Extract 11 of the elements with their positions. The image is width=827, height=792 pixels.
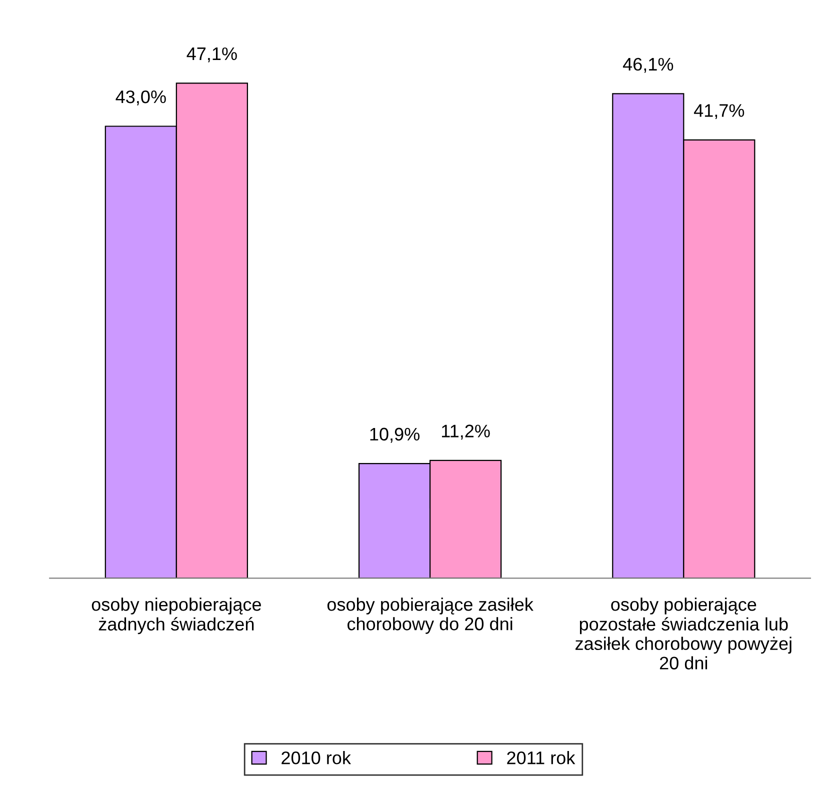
data-label: 10,9% xyxy=(370,428,420,443)
x-tick-label: osoby niepobierające żadnych świadczeń xyxy=(92,598,261,634)
legend-label: 2011 rok xyxy=(507,751,576,764)
data-label: 11,2% xyxy=(442,424,490,440)
x-tick-label: osoby pobierające pozostałe świadczenia lub zasiłek chorobowy powyżej 20 dni xyxy=(576,598,792,670)
data-label: 46,1% xyxy=(622,58,674,73)
legend-label: 2010 rok xyxy=(282,751,352,764)
data-label: 41,7% xyxy=(694,104,744,120)
data-label: 43,0% xyxy=(116,90,166,106)
data-label: 47,1% xyxy=(186,47,237,62)
x-tick-label: osoby pobierające zasiłek chorobowy do 20 dni xyxy=(327,598,534,634)
